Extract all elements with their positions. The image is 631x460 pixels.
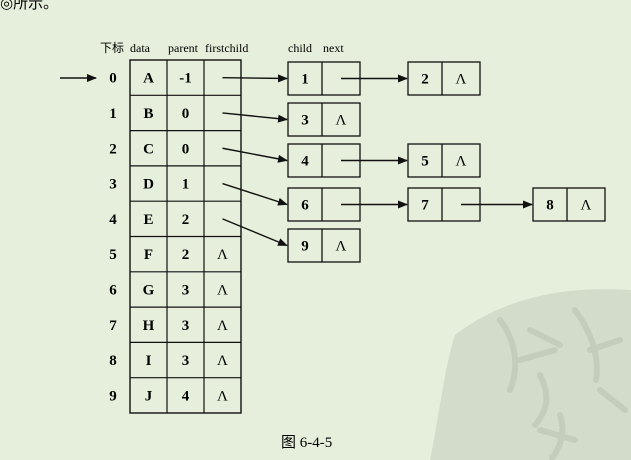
cell-parent: 1 (182, 177, 190, 193)
top-fragment-text: ◎所示。 (0, 0, 58, 12)
child-node-value: 3 (301, 113, 309, 129)
row-index: 2 (109, 141, 117, 157)
table-row: 5 F 2 Λ (109, 235, 241, 272)
cell-firstchild-null: Λ (217, 353, 228, 369)
table-row: 2 C 0 (109, 130, 241, 166)
firstchild-pointer-arrow (222, 147, 288, 163)
child-node-value: 7 (421, 198, 429, 214)
header-child: child (288, 41, 312, 55)
column-headers: 下标 data parent firstchild child next (100, 41, 344, 55)
header-parent: parent (168, 41, 199, 55)
child-node-box (407, 61, 481, 96)
row-index: 9 (109, 388, 117, 404)
figure-caption: 图 6-4-5 (281, 434, 332, 451)
firstchild-pointer-arrow (222, 112, 288, 123)
cell-data: F (144, 247, 153, 263)
cell-data: D (143, 177, 154, 193)
child-node-box (287, 102, 361, 137)
row-index: 3 (109, 177, 117, 193)
cell-data: C (143, 141, 154, 157)
header-index: 下标 (100, 41, 124, 55)
row-index: 5 (109, 247, 117, 263)
header-firstchild: firstchild (205, 41, 248, 55)
table-row: 1 B 0 (109, 94, 241, 131)
child-node-null: Λ (336, 113, 347, 129)
table-row: 0 A -1 (109, 60, 205, 96)
row-index: 7 (109, 318, 117, 334)
cell-data: A (143, 71, 154, 87)
child-node-box (407, 143, 481, 178)
cell-firstchild-null: Λ (217, 247, 228, 263)
child-node-value: 5 (421, 154, 429, 170)
cell-parent: 2 (182, 247, 190, 263)
cell-parent: 0 (182, 141, 190, 157)
child-node-value: 6 (301, 198, 309, 214)
firstchild-pointer-arrow (222, 74, 288, 83)
child-node-value: 8 (546, 198, 554, 214)
child-node-value: 4 (301, 154, 309, 170)
cell-parent: 3 (182, 282, 190, 298)
child-node-null: Λ (456, 72, 467, 88)
child-node-null: Λ (581, 198, 592, 214)
row-index: 1 (109, 106, 117, 122)
cell-parent: 4 (182, 388, 190, 404)
child-node-value: 9 (301, 239, 309, 255)
row-index: 0 (109, 71, 117, 87)
cell-data: B (143, 106, 153, 122)
cell-data: G (143, 282, 155, 298)
cell-data: H (143, 318, 155, 334)
firstchild-pointer-arrow (222, 182, 288, 206)
child-node-null: Λ (456, 154, 467, 170)
child-node-value: 2 (421, 72, 429, 88)
table-row: 8 I 3 Λ (109, 341, 241, 378)
child-node-value: 1 (301, 72, 309, 88)
table-row: 9 J 4 Λ (109, 377, 241, 413)
table-row: 3 D 1 (109, 165, 241, 202)
firstchild-pointer-arrow (222, 218, 288, 247)
table-row: 4 E 2 (109, 200, 241, 237)
cell-data: J (145, 388, 153, 404)
node-table: 0 A -1 1 B 0 2 C 0 3 D 1 4 E 2 5 F 2 Λ 6 G 3 Λ 7 H 3 Λ 8 I 3 Λ 9 J 4 Λ (109, 59, 242, 414)
header-data: data (130, 41, 151, 55)
cell-data: E (143, 212, 153, 228)
cell-parent: 3 (182, 353, 190, 369)
row-index: 4 (109, 212, 117, 228)
table-row: 7 H 3 Λ (109, 306, 241, 343)
cell-parent: 2 (182, 212, 190, 228)
cell-parent: 3 (182, 318, 190, 334)
child-node-box (532, 187, 606, 222)
row-index: 6 (109, 282, 117, 298)
table-row: 6 G 3 Λ (109, 271, 241, 308)
child-linked-lists: 1 2 Λ3 Λ4 5 Λ6 7 8 Λ9 Λ (222, 61, 606, 263)
child-node-box (287, 228, 361, 263)
cell-parent: -1 (179, 71, 192, 87)
header-next: next (323, 41, 344, 55)
child-node-null: Λ (336, 239, 347, 255)
cell-firstchild-null: Λ (217, 282, 228, 298)
cell-parent: 0 (182, 106, 190, 122)
watermark (430, 289, 631, 460)
cell-firstchild-null: Λ (217, 388, 228, 404)
row-index: 8 (109, 353, 117, 369)
cell-firstchild-null: Λ (217, 318, 228, 334)
cell-data: I (146, 353, 152, 369)
